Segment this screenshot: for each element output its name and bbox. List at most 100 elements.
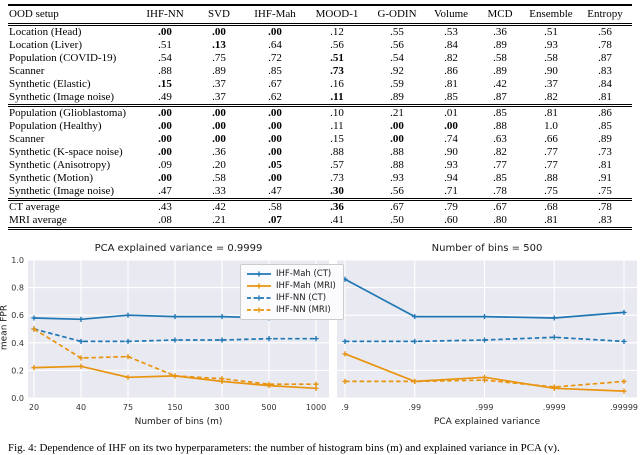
table-row: Synthetic (Anisotropy) .09 .20 .05 .57 .88 .93…	[8, 159, 632, 172]
table-cell: .74	[444, 133, 458, 145]
table-cell: .73	[330, 65, 344, 77]
column-header: Ensemble	[529, 8, 573, 20]
table-cell: .62	[268, 91, 282, 103]
table-cell: .00	[158, 172, 172, 184]
table-cell: .93	[444, 159, 458, 171]
table-cell: .84	[598, 78, 612, 90]
legend-line-sample	[247, 295, 271, 301]
column-header: MOOD-1	[315, 8, 359, 20]
row-label: Location (Head)	[9, 26, 82, 38]
table-cell: .15	[330, 133, 344, 145]
table-row: Location (Liver) .51 .13 .64 .56 .56 .84 .89 .93…	[8, 39, 632, 52]
table-cell: .88	[544, 172, 558, 184]
svg-text:40: 40	[76, 403, 86, 412]
table-row: Synthetic (Elastic) .15 .37 .67 .16 .59 .81 .42…	[8, 78, 632, 91]
legend-item: IHF-Mah (MRI)	[246, 280, 336, 292]
table-row: Scanner .00 .00 .00 .15 .00 .74 .63 .66 .89	[8, 133, 632, 146]
row-label: Population (Glioblastoma)	[9, 107, 127, 119]
row-label: Synthetic (Image noise)	[9, 185, 115, 197]
table-cell: .49	[158, 91, 172, 103]
table-cell: .85	[493, 172, 507, 184]
table-cell: .75	[544, 185, 558, 197]
series-ihf-mah-ct-	[342, 276, 627, 321]
column-header: IHF-Mah	[254, 8, 296, 20]
table-cell: .10	[330, 107, 344, 119]
table-row: Synthetic (Image noise) .49 .37 .62 .11 .89 .8…	[8, 91, 632, 106]
table-cell: .08	[158, 214, 172, 226]
table-cell: .01	[444, 107, 458, 119]
y-tick-labels: 0.0 0.2 0.4 0.6 0.8 1.0	[11, 256, 24, 403]
legend-item: IHF-Mah (CT)	[246, 268, 336, 280]
table-row: Location (Head) .00 .00 .00 .12 .55 .53 .36 .51.…	[8, 25, 632, 40]
table-row: Population (COVID-19) .54 .75 .72 .51 .54 .82.…	[8, 52, 632, 65]
right-x-axis-label: PCA explained variance	[433, 417, 541, 427]
table-cell: .54	[158, 52, 172, 64]
table-cell: .88	[158, 65, 172, 77]
svg-text:1000: 1000	[306, 403, 326, 412]
table-cell: .88	[390, 146, 404, 158]
table-cell: .33	[212, 185, 226, 197]
table-cell: .00	[158, 120, 172, 132]
table-cell: .00	[158, 26, 172, 38]
table-cell: .81	[544, 214, 558, 226]
x-tick-labels: .9 .99 .999 .9999 .99999	[341, 403, 638, 412]
table-cell: .15	[158, 78, 172, 90]
svg-text:1.0: 1.0	[11, 256, 24, 265]
table-cell: .47	[268, 185, 282, 197]
table-cell: .42	[493, 78, 507, 90]
svg-text:0.8: 0.8	[11, 284, 24, 293]
table-cell: .90	[444, 146, 458, 158]
table-cell: .58	[544, 52, 558, 64]
table-cell: .36	[493, 26, 507, 38]
table-cell: .84	[444, 39, 458, 51]
row-label: Population (Healthy)	[9, 120, 102, 132]
table-cell: .56	[598, 26, 612, 38]
table-row: Population (Healthy) .00 .00 .00 .11 .00 .00 .8…	[8, 120, 632, 133]
table-row: MRI average .08 .21 .07 .41 .50 .60 .80 .81 .83	[8, 214, 632, 229]
column-header: OOD setup	[9, 8, 59, 20]
table-section: CT average .43.42.58.36.67.79.67.68.78 MRI…	[8, 199, 632, 229]
row-label: Synthetic (Elastic)	[9, 78, 91, 90]
table-cell: .71	[444, 185, 458, 197]
table-cell: .89	[390, 91, 404, 103]
table-cell: .67	[493, 201, 507, 213]
table-cell: .85	[493, 107, 507, 119]
table-row: Synthetic (K-space noise) .00 .36 .00 .88 .88…	[8, 146, 632, 159]
series-ihf-nn-mri-	[342, 377, 627, 390]
table-cell: .82	[444, 52, 458, 64]
legend-line-sample	[247, 271, 271, 277]
table-cell: .94	[444, 172, 458, 184]
table-cell: .47	[158, 185, 172, 197]
table-cell: .93	[544, 39, 558, 51]
table-cell: .37	[212, 78, 226, 90]
table-cell: .67	[268, 78, 282, 90]
figure-charts: PCA explained variance = 0.9999 Number o…	[0, 230, 640, 430]
table-cell: .87	[493, 91, 507, 103]
x-tick-labels: 20 40 75 150 300 500 1000	[29, 403, 326, 412]
table-cell: .51	[544, 26, 558, 38]
table-cell: .82	[493, 146, 507, 158]
table-cell: .60	[444, 214, 458, 226]
table-cell: .90	[544, 65, 558, 77]
table-cell: .07	[268, 214, 282, 226]
table-cell: .91	[598, 172, 612, 184]
row-label: Population (COVID-19)	[9, 52, 117, 64]
table-section: Population (Glioblastoma) .00.00.00.10.21…	[8, 105, 632, 200]
table-cell: .85	[444, 91, 458, 103]
series-ihf-nn-mri-	[31, 326, 319, 387]
table-cell: .43	[158, 201, 172, 213]
table-cell: .30	[330, 185, 344, 197]
table-cell: .00	[268, 26, 282, 38]
table-cell: .81	[598, 91, 612, 103]
table-cell: .00	[268, 133, 282, 145]
table-cell: .00	[212, 26, 226, 38]
svg-text:.9999: .9999	[543, 403, 566, 412]
table-cell: .81	[444, 78, 458, 90]
svg-text:.9: .9	[341, 403, 349, 412]
row-label: Synthetic (Motion)	[9, 172, 94, 184]
table-cell: .13	[212, 39, 226, 51]
svg-text:0.6: 0.6	[11, 311, 24, 320]
table-cell: .92	[390, 65, 404, 77]
left-chart-title: PCA explained variance = 0.9999	[94, 243, 263, 254]
svg-text:20: 20	[29, 403, 39, 412]
